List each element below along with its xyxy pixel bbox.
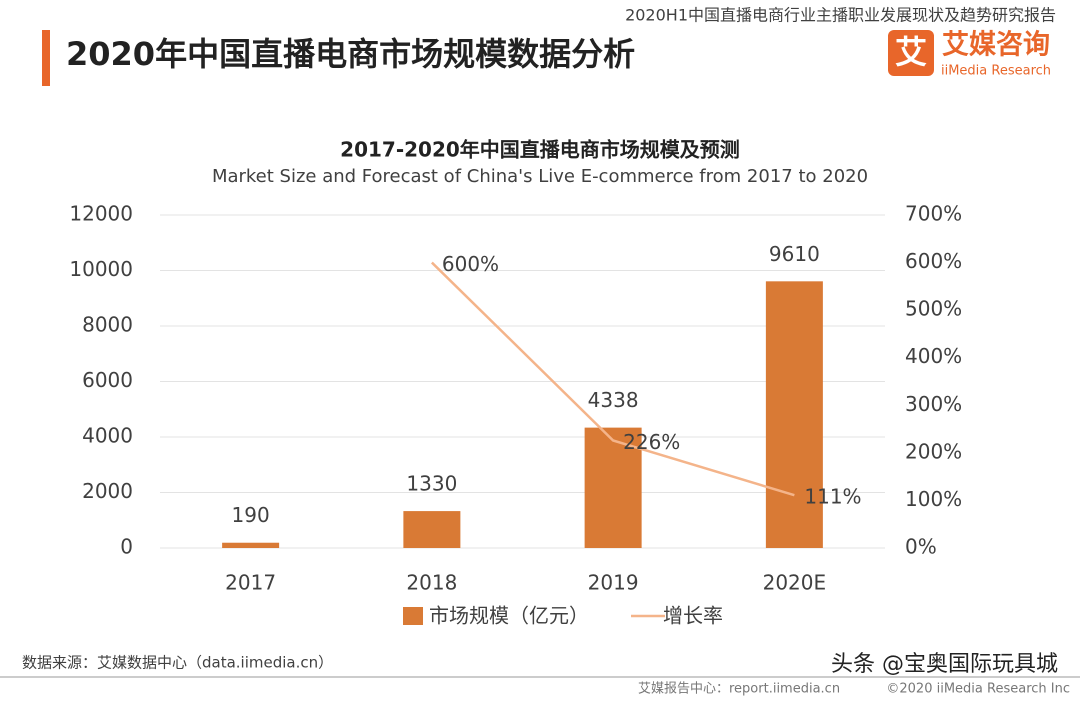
page-title: 2020年中国直播电商市场规模数据分析 <box>66 35 635 73</box>
y-tick-label: 12000 <box>69 202 133 226</box>
bar <box>403 511 461 548</box>
report-title: 2020H1中国直播电商行业主播职业发展现状及趋势研究报告 <box>625 6 1056 25</box>
y-tick-label: 10000 <box>69 257 133 281</box>
logo-icon: 艾 <box>895 33 927 71</box>
chart-subtitle: Market Size and Forecast of China's Live… <box>212 166 868 187</box>
y2-tick-label: 200% <box>905 439 962 463</box>
bar-value-label: 9610 <box>769 242 820 266</box>
legend-label: 市场规模（亿元） <box>429 604 589 628</box>
y2-tick-label: 100% <box>905 487 962 511</box>
y2-tick-label: 400% <box>905 344 962 368</box>
line-value-label: 111% <box>804 485 861 509</box>
bar-value-label: 1330 <box>406 472 457 496</box>
chart-title: 2017-2020年中国直播电商市场规模及预测 <box>340 138 740 162</box>
logo-icon-box <box>888 30 934 76</box>
y-tick-label: 8000 <box>82 313 133 337</box>
bar <box>584 427 642 548</box>
footer-copyright: ©2020 iiMedia Research Inc <box>886 682 1070 697</box>
y2-tick-label: 700% <box>905 202 962 226</box>
y2-tick-label: 300% <box>905 392 962 416</box>
logo-sub: iiMedia Research <box>941 64 1051 79</box>
x-tick-label: 2018 <box>406 571 457 595</box>
x-tick-label: 2020E <box>763 571 827 595</box>
y-tick-label: 0 <box>120 535 133 559</box>
x-tick-label: 2019 <box>588 571 639 595</box>
line-value-label: 600% <box>442 252 499 276</box>
accent-bar <box>42 30 50 86</box>
footer-site: 艾媒报告中心：report.iimedia.cn <box>638 682 840 697</box>
y-tick-label: 4000 <box>82 424 133 448</box>
source: 数据来源：艾媒数据中心（data.iimedia.cn） <box>22 654 333 672</box>
growth-line <box>430 261 795 497</box>
watermark: 头条 @宝奥国际玩具城 <box>831 652 1058 677</box>
y2-tick-label: 500% <box>905 297 962 321</box>
logo-name: 艾媒咨询 <box>942 29 1050 61</box>
line-value-label: 226% <box>623 430 680 454</box>
y2-tick-label: 600% <box>905 249 962 273</box>
y-tick-label: 2000 <box>82 479 133 503</box>
legend-swatch <box>403 607 423 625</box>
y-tick-label: 6000 <box>82 368 133 392</box>
y2-tick-label: 0% <box>905 535 937 559</box>
legend-label: 增长率 <box>663 604 723 628</box>
bar-value-label: 190 <box>232 503 270 527</box>
bar-value-label: 4338 <box>588 388 639 412</box>
bar <box>222 542 280 548</box>
x-tick-label: 2017 <box>225 571 276 595</box>
bar <box>765 281 823 548</box>
